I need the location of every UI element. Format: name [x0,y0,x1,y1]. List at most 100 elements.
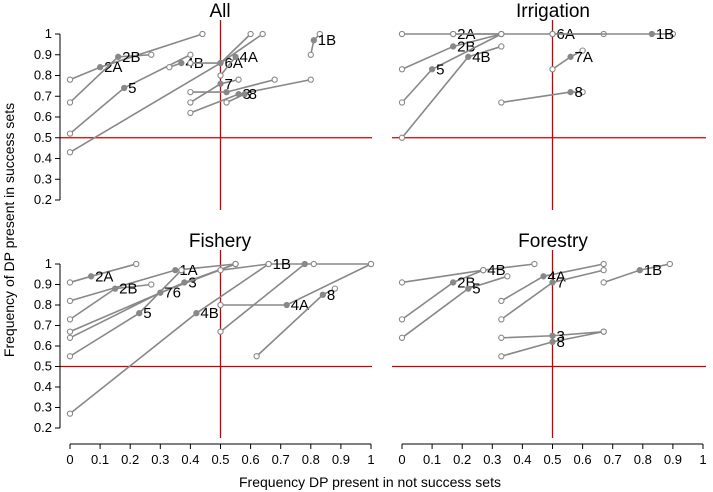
data-point [301,260,308,268]
series-8: 8 [498,84,586,106]
x-tick-label: 0.4 [181,452,199,467]
data-point [66,353,74,360]
data-point [465,285,472,292]
point-label-7: 7 [557,274,565,291]
data-point [199,30,206,38]
data-point [223,88,230,96]
data-point [428,66,436,73]
point-label-5: 5 [472,281,480,298]
x-tick-label: 0.5 [211,452,229,467]
point-label-4a: 4A [240,49,258,66]
x-tick-label: 0.7 [604,452,622,467]
y-tick-label: 0.8 [34,297,52,312]
data-point [367,260,375,268]
data-point [166,64,173,71]
series-line [219,56,237,77]
data-point [319,291,326,298]
data-point [600,260,607,268]
x-tick-label: 0.5 [543,452,561,467]
data-point [193,310,200,317]
data-point [148,281,155,288]
point-label-4b: 4B [472,49,490,66]
point-label-2a: 2A [104,59,122,76]
x-tick-label: 0.3 [483,452,501,467]
point-label-2b: 2B [457,38,475,55]
x-tick-label: 0.1 [423,452,441,467]
data-point [600,279,607,286]
x-tick-label: 0.6 [574,452,592,467]
point-label-7a: 7A [575,49,593,66]
data-point [217,328,224,335]
x-tick-label: 0.2 [453,452,471,467]
x-tick-label: 0.1 [91,452,109,467]
data-point [307,51,314,58]
series-8: 8 [498,328,607,360]
axes-all: 0.2 0.3 0.4 0.5 0.6 0.7 0.8 0.9 1 [34,26,61,207]
series-unlabeled-8 [217,260,308,335]
point-label-1b: 1B [318,32,336,49]
data-point [66,279,74,286]
x-tick-label: 0.8 [302,452,320,467]
panel-title-fishery: Fishery [189,231,252,252]
y-tick-label: 0.9 [34,47,52,62]
data-point [579,47,586,54]
data-point [66,334,74,341]
point-label-1b: 1B [656,26,674,43]
data-point [450,30,457,38]
point-label-8: 8 [557,334,565,351]
series-4b: 4B [398,43,505,141]
data-point [567,88,574,96]
series-5: 5 [398,273,511,341]
x-tick-label: 0.8 [634,452,652,467]
data-point [187,88,194,96]
series-8: 8 [253,285,339,360]
data-point [187,109,194,116]
data-point [283,301,290,309]
data-point [498,316,505,323]
data-point [531,260,538,268]
series-4a: 4A [217,49,258,79]
data-point [398,30,406,38]
data-point [66,410,74,417]
data-point [465,53,472,60]
x-tick-label: 0.9 [332,452,350,467]
data-point [450,279,457,286]
data-point [172,266,179,274]
data-point [112,285,119,292]
x-tick-label: 0.6 [242,452,260,467]
x-tick-label: 0.2 [121,452,139,467]
x-tick-label: 0.9 [664,452,682,467]
data-point [187,51,194,58]
data-point [217,59,224,67]
data-point [235,76,242,83]
point-label-1b: 1B [273,256,291,273]
y-tick-label: 0.2 [34,192,52,207]
data-point [498,43,505,50]
y-tick-label: 0.3 [34,171,52,186]
y-tick-label: 0.3 [34,400,52,415]
series-unlabeled-3 [66,30,266,156]
point-label-2b: 2B [122,49,140,66]
x-tick-label: 0.3 [151,452,169,467]
series-4a: 4A [217,260,375,314]
data-point [636,266,643,274]
data-point [271,76,278,83]
data-point [66,297,74,305]
data-point [450,43,457,50]
data-point [549,30,556,38]
data-point [398,99,406,106]
data-point [66,99,74,106]
data-point [310,260,317,268]
data-point [549,332,556,339]
data-point [498,30,505,38]
series-7: 7 [498,266,607,323]
data-point [540,273,547,280]
panel-fishery: Fishery 2A 1A 2B 3 76 5 4B 1B 4A 8 [60,231,375,438]
series-line [226,93,245,104]
y-tick-label: 1 [45,256,52,271]
data-point [549,66,556,73]
data-point [133,260,140,268]
series-unlabeled-8 [187,76,278,96]
data-point [187,59,194,67]
data-point [115,53,122,60]
